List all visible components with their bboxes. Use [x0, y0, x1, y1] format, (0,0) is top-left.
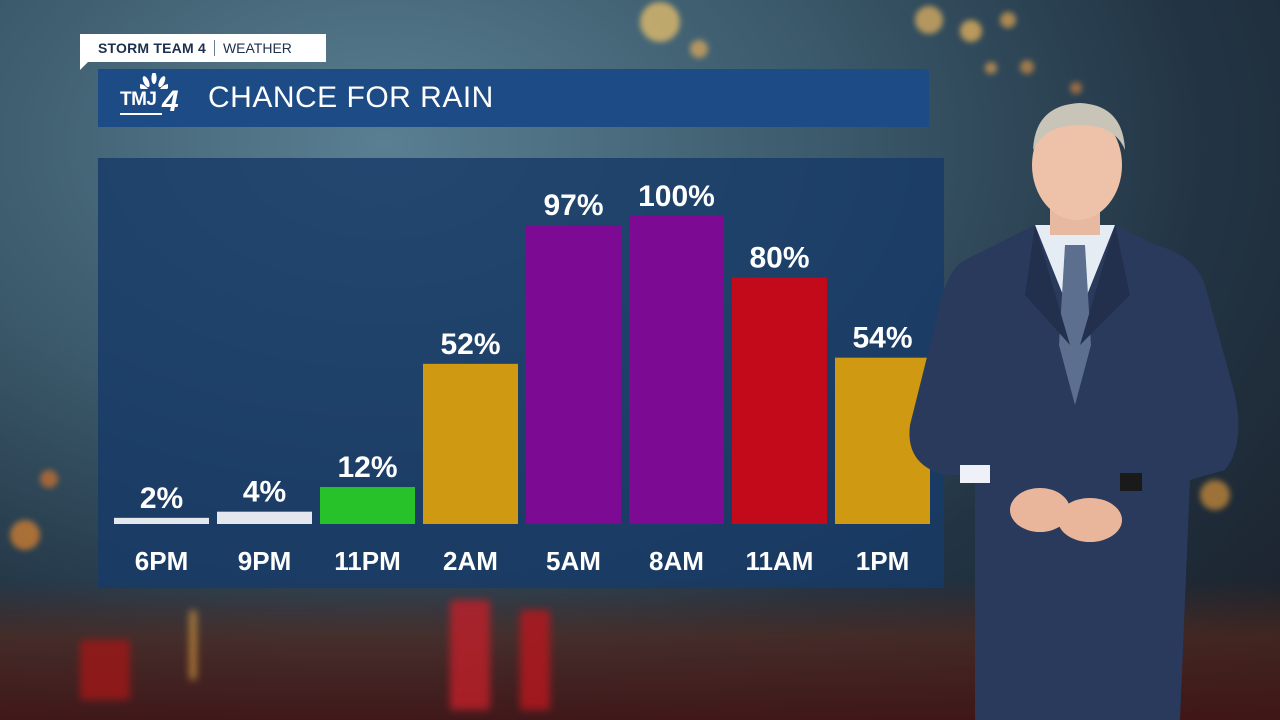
bar-11am: [732, 277, 827, 524]
light-streak: [450, 600, 490, 710]
data-label-11am: 80%: [749, 242, 809, 275]
bokeh-light: [10, 520, 40, 550]
bar-6pm: [114, 517, 209, 524]
bokeh-light: [985, 62, 997, 74]
brand-tag: STORM TEAM 4 WEATHER: [80, 34, 326, 70]
category-label-9pm: 9PM: [238, 546, 291, 576]
logo-underline: [120, 113, 162, 115]
bokeh-light: [1000, 12, 1016, 28]
bokeh-light: [1070, 82, 1082, 94]
data-label-6pm: 2%: [140, 482, 183, 515]
chart-panel: 2% 6PM 4% 9PM 12% 11PM 52% 2AM 97% 5AM 100% 8AM 80% 1…: [98, 158, 944, 588]
light-streak: [190, 610, 196, 680]
show-name: STORM TEAM 4: [98, 40, 206, 56]
peacock-icon: [140, 73, 168, 89]
bokeh-light: [915, 6, 943, 34]
title-bar: TMJ 4 CHANCE FOR RAIN: [98, 69, 929, 127]
bar-8am: [629, 216, 724, 524]
station-logo: TMJ 4: [120, 73, 190, 123]
divider: [213, 40, 215, 56]
bar-11pm: [320, 487, 415, 524]
bokeh-light: [960, 20, 982, 42]
bokeh-light: [40, 470, 58, 488]
data-label-8am: 100%: [638, 180, 715, 213]
category-label-8am: 8AM: [649, 546, 704, 576]
data-label-5am: 97%: [543, 189, 603, 222]
rain-chance-chart: 2% 6PM 4% 9PM 12% 11PM 52% 2AM 97% 5AM 100% 8AM 80% 1…: [114, 180, 930, 576]
data-label-9pm: 4%: [243, 476, 286, 509]
station-logo-number: 4: [162, 85, 179, 118]
category-label-1pm: 1PM: [856, 546, 909, 576]
data-label-1pm: 54%: [852, 322, 912, 355]
bokeh-light: [1020, 60, 1034, 74]
category-label-11am: 11AM: [746, 546, 814, 576]
category-label-6pm: 6PM: [135, 546, 188, 576]
bar-9pm: [217, 511, 312, 524]
light-streak: [520, 610, 550, 710]
category-label-2am: 2AM: [443, 546, 498, 576]
bokeh-light: [690, 40, 708, 58]
data-label-2am: 52%: [440, 328, 500, 361]
category-label-11pm: 11PM: [334, 546, 401, 576]
tag-corner: [80, 62, 88, 70]
light-streak: [80, 640, 130, 700]
bokeh-light: [1200, 480, 1230, 510]
segment-name: WEATHER: [222, 40, 292, 56]
station-logo-text: TMJ: [120, 89, 157, 110]
bar-5am: [526, 225, 621, 524]
data-label-11pm: 12%: [337, 451, 397, 484]
bokeh-light: [640, 2, 680, 42]
presenter-figure: [909, 103, 1239, 720]
page-title: CHANCE FOR RAIN: [208, 81, 494, 114]
bar-2am: [423, 363, 518, 524]
category-label-5am: 5AM: [546, 546, 601, 576]
